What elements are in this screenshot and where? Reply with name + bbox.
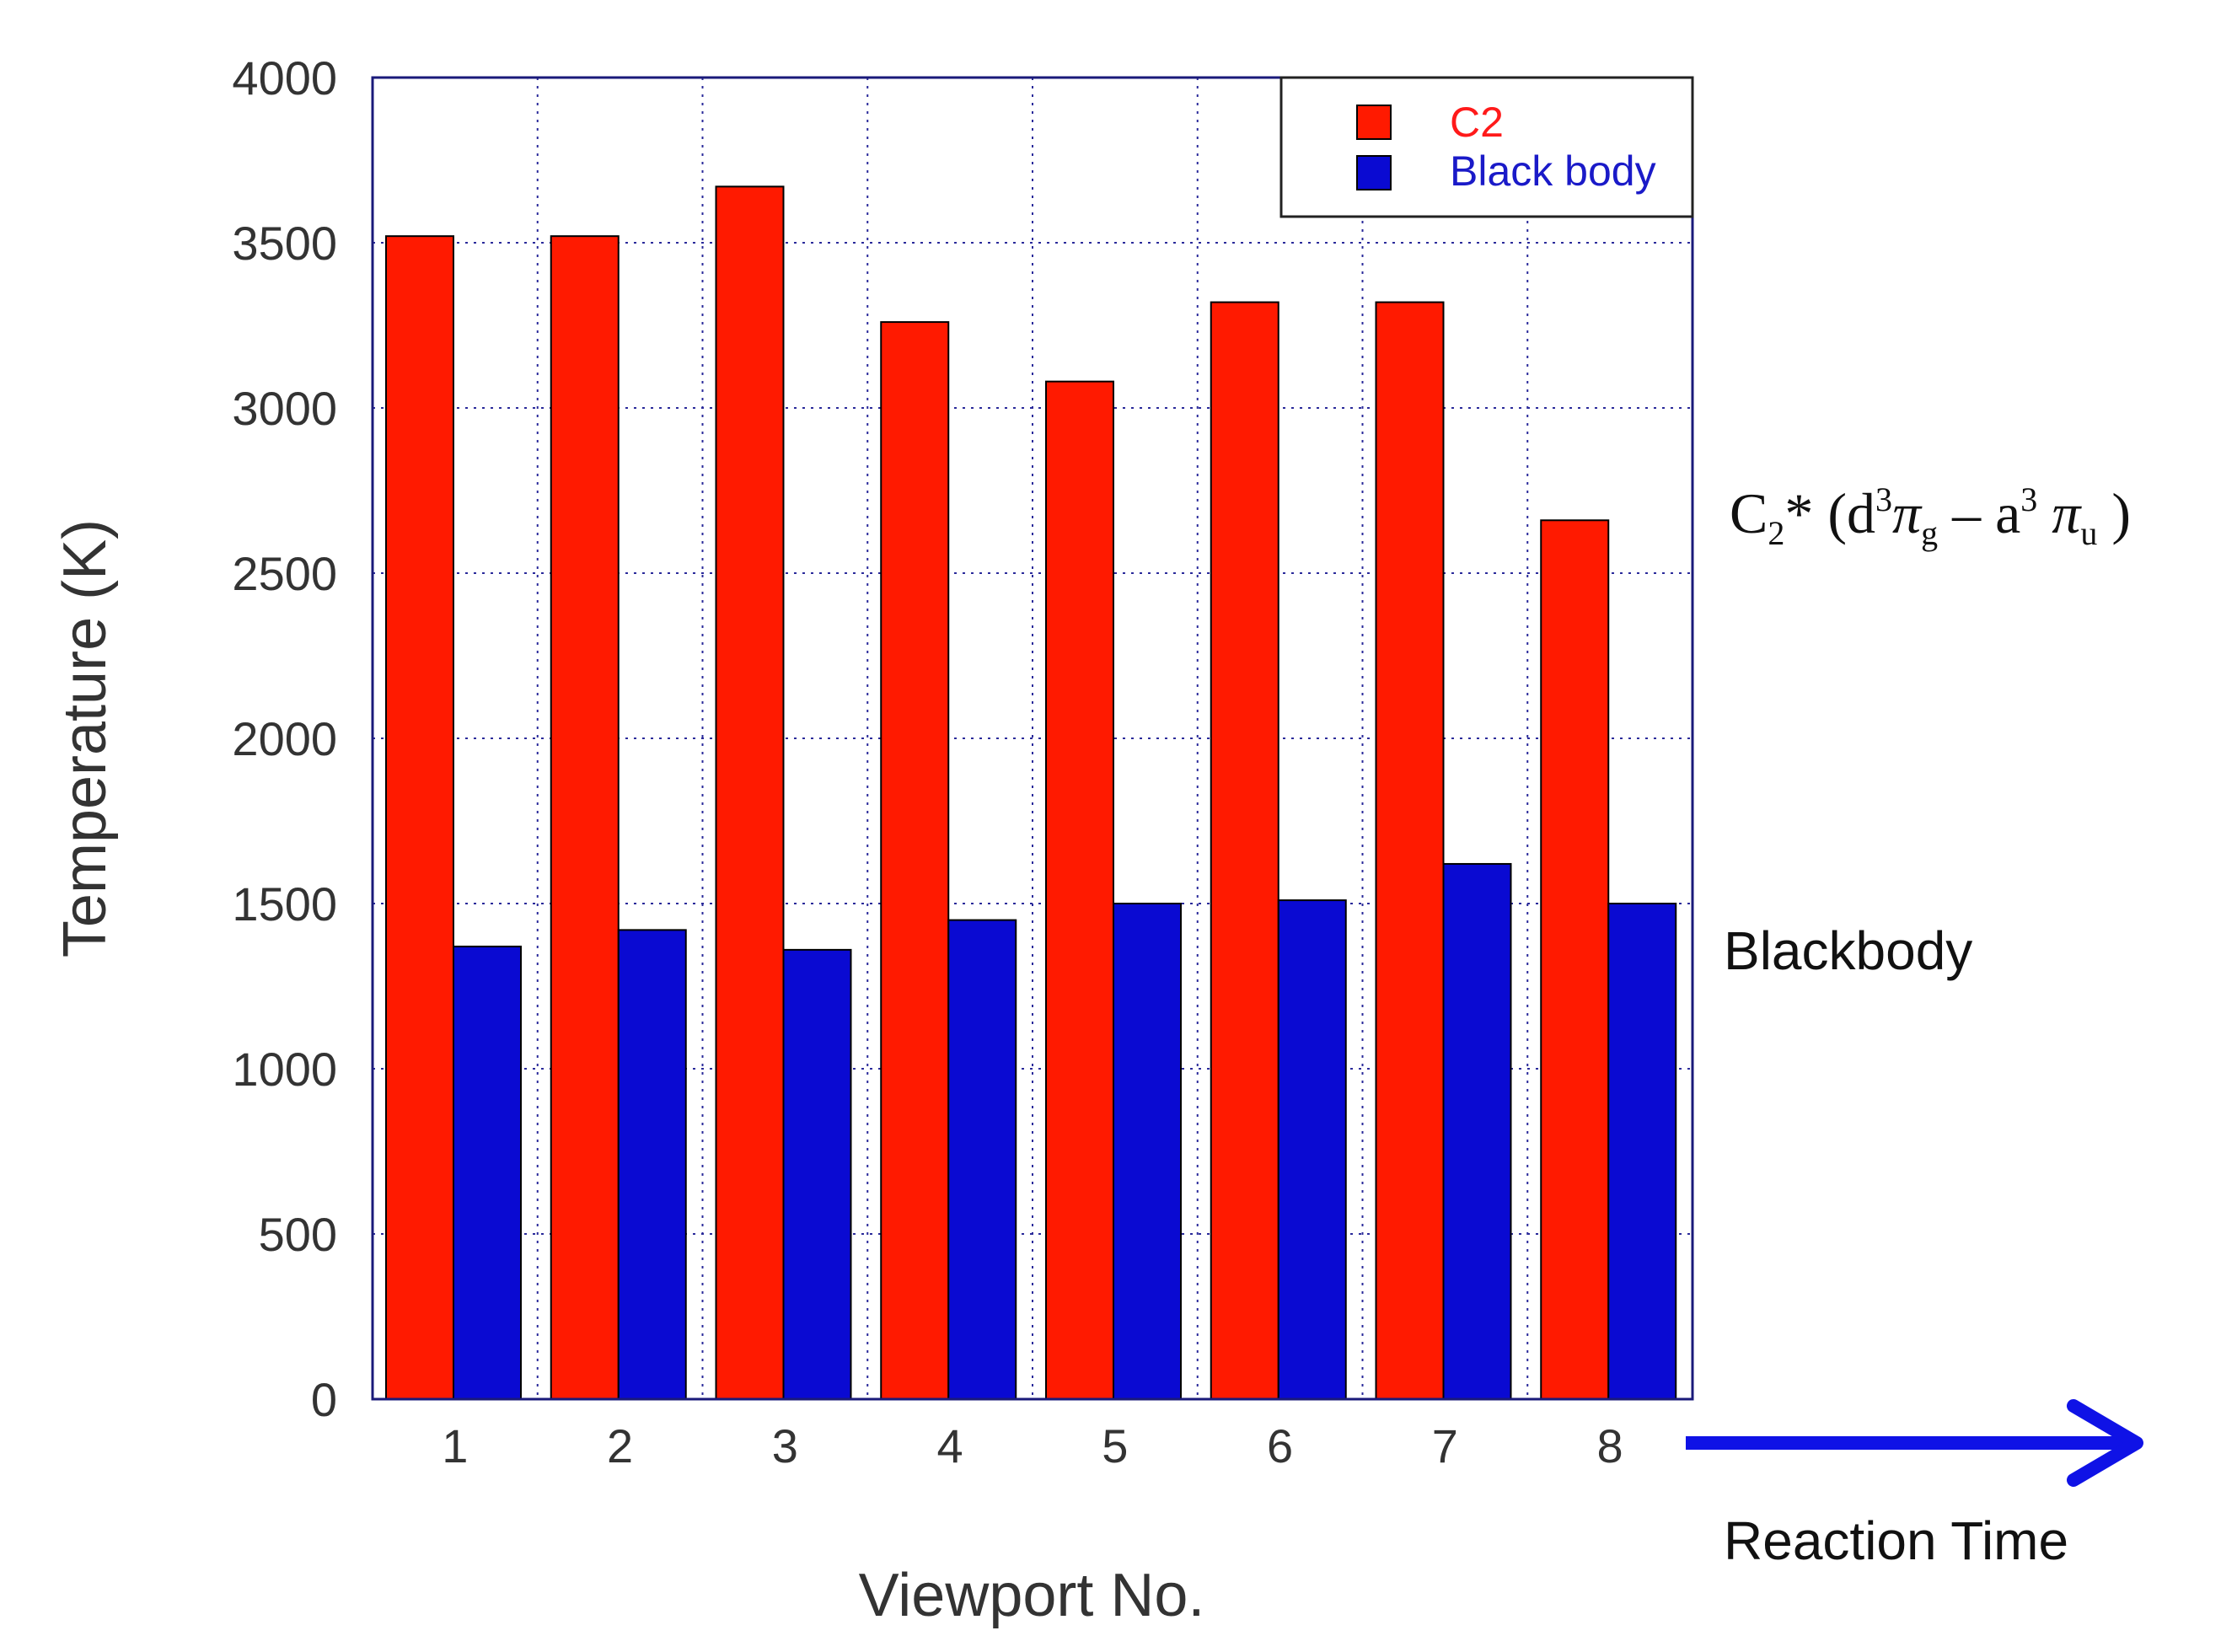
x-tick-label: 6 <box>1267 1419 1293 1472</box>
bar-black-body-6 <box>1277 899 1347 1400</box>
legend-box <box>1279 76 1694 218</box>
bar-black-body-2 <box>617 929 687 1400</box>
bar-black-body-7 <box>1442 862 1512 1400</box>
bar-c2-7 <box>1375 301 1445 1400</box>
bar-c2-4 <box>880 321 950 1401</box>
reaction-time-label: Reaction Time <box>1724 1510 2068 1571</box>
bar-black-body-3 <box>782 948 852 1400</box>
y-tick-label: 2000 <box>232 712 337 765</box>
bar-c2-2 <box>550 235 620 1400</box>
x-tick-label: 4 <box>937 1419 963 1472</box>
x-tick-label: 7 <box>1432 1419 1458 1472</box>
bar-c2-8 <box>1540 519 1610 1400</box>
y-axis-title: Temperature (K) <box>51 519 119 957</box>
bar-black-body-8 <box>1607 903 1677 1400</box>
bar-c2-1 <box>385 235 454 1400</box>
plot-frame <box>371 76 1694 1401</box>
x-axis-title: Viewport No. <box>859 1562 1205 1629</box>
legend-label-c2: C2 <box>1450 99 1504 146</box>
y-tick-label: 4000 <box>232 51 337 105</box>
bar-layer <box>385 185 1677 1401</box>
legend: C2 Black body <box>1279 76 1694 218</box>
x-tick-label: 5 <box>1102 1419 1128 1472</box>
y-tick-label: 1000 <box>232 1043 337 1096</box>
x-tick-label: 2 <box>607 1419 633 1472</box>
legend-swatch-c2 <box>1356 105 1392 140</box>
legend-swatch-black-body <box>1356 155 1392 190</box>
c2-formula-label: C2* (d3πg – a3 πu ) <box>1730 480 2131 552</box>
y-tick-label: 2500 <box>232 547 337 600</box>
bar-black-body-5 <box>1113 903 1182 1400</box>
reaction-time-arrow <box>1686 1399 2143 1487</box>
legend-label-black-body: Black body <box>1450 148 1656 195</box>
y-tick-labels: 0 500 1000 1500 2000 2500 3000 3500 4000 <box>232 51 337 1426</box>
bar-c2-5 <box>1045 380 1114 1400</box>
x-tick-labels: 1 2 3 4 5 6 7 8 <box>442 1419 1623 1472</box>
x-tick-label: 1 <box>442 1419 468 1472</box>
y-tick-label: 3000 <box>232 382 337 435</box>
arrow-head-icon <box>2067 1399 2143 1487</box>
x-tick-label: 8 <box>1597 1419 1623 1472</box>
bar-black-body-4 <box>947 919 1017 1400</box>
x-tick-label: 3 <box>772 1419 798 1472</box>
y-tick-label: 0 <box>311 1373 337 1426</box>
bar-c2-6 <box>1210 301 1279 1400</box>
bar-c2-3 <box>715 185 785 1401</box>
y-tick-label: 1500 <box>232 877 337 931</box>
y-tick-label: 500 <box>259 1208 337 1261</box>
blackbody-label: Blackbody <box>1724 920 1972 981</box>
y-tick-label: 3500 <box>232 217 337 270</box>
bar-black-body-1 <box>453 945 522 1400</box>
